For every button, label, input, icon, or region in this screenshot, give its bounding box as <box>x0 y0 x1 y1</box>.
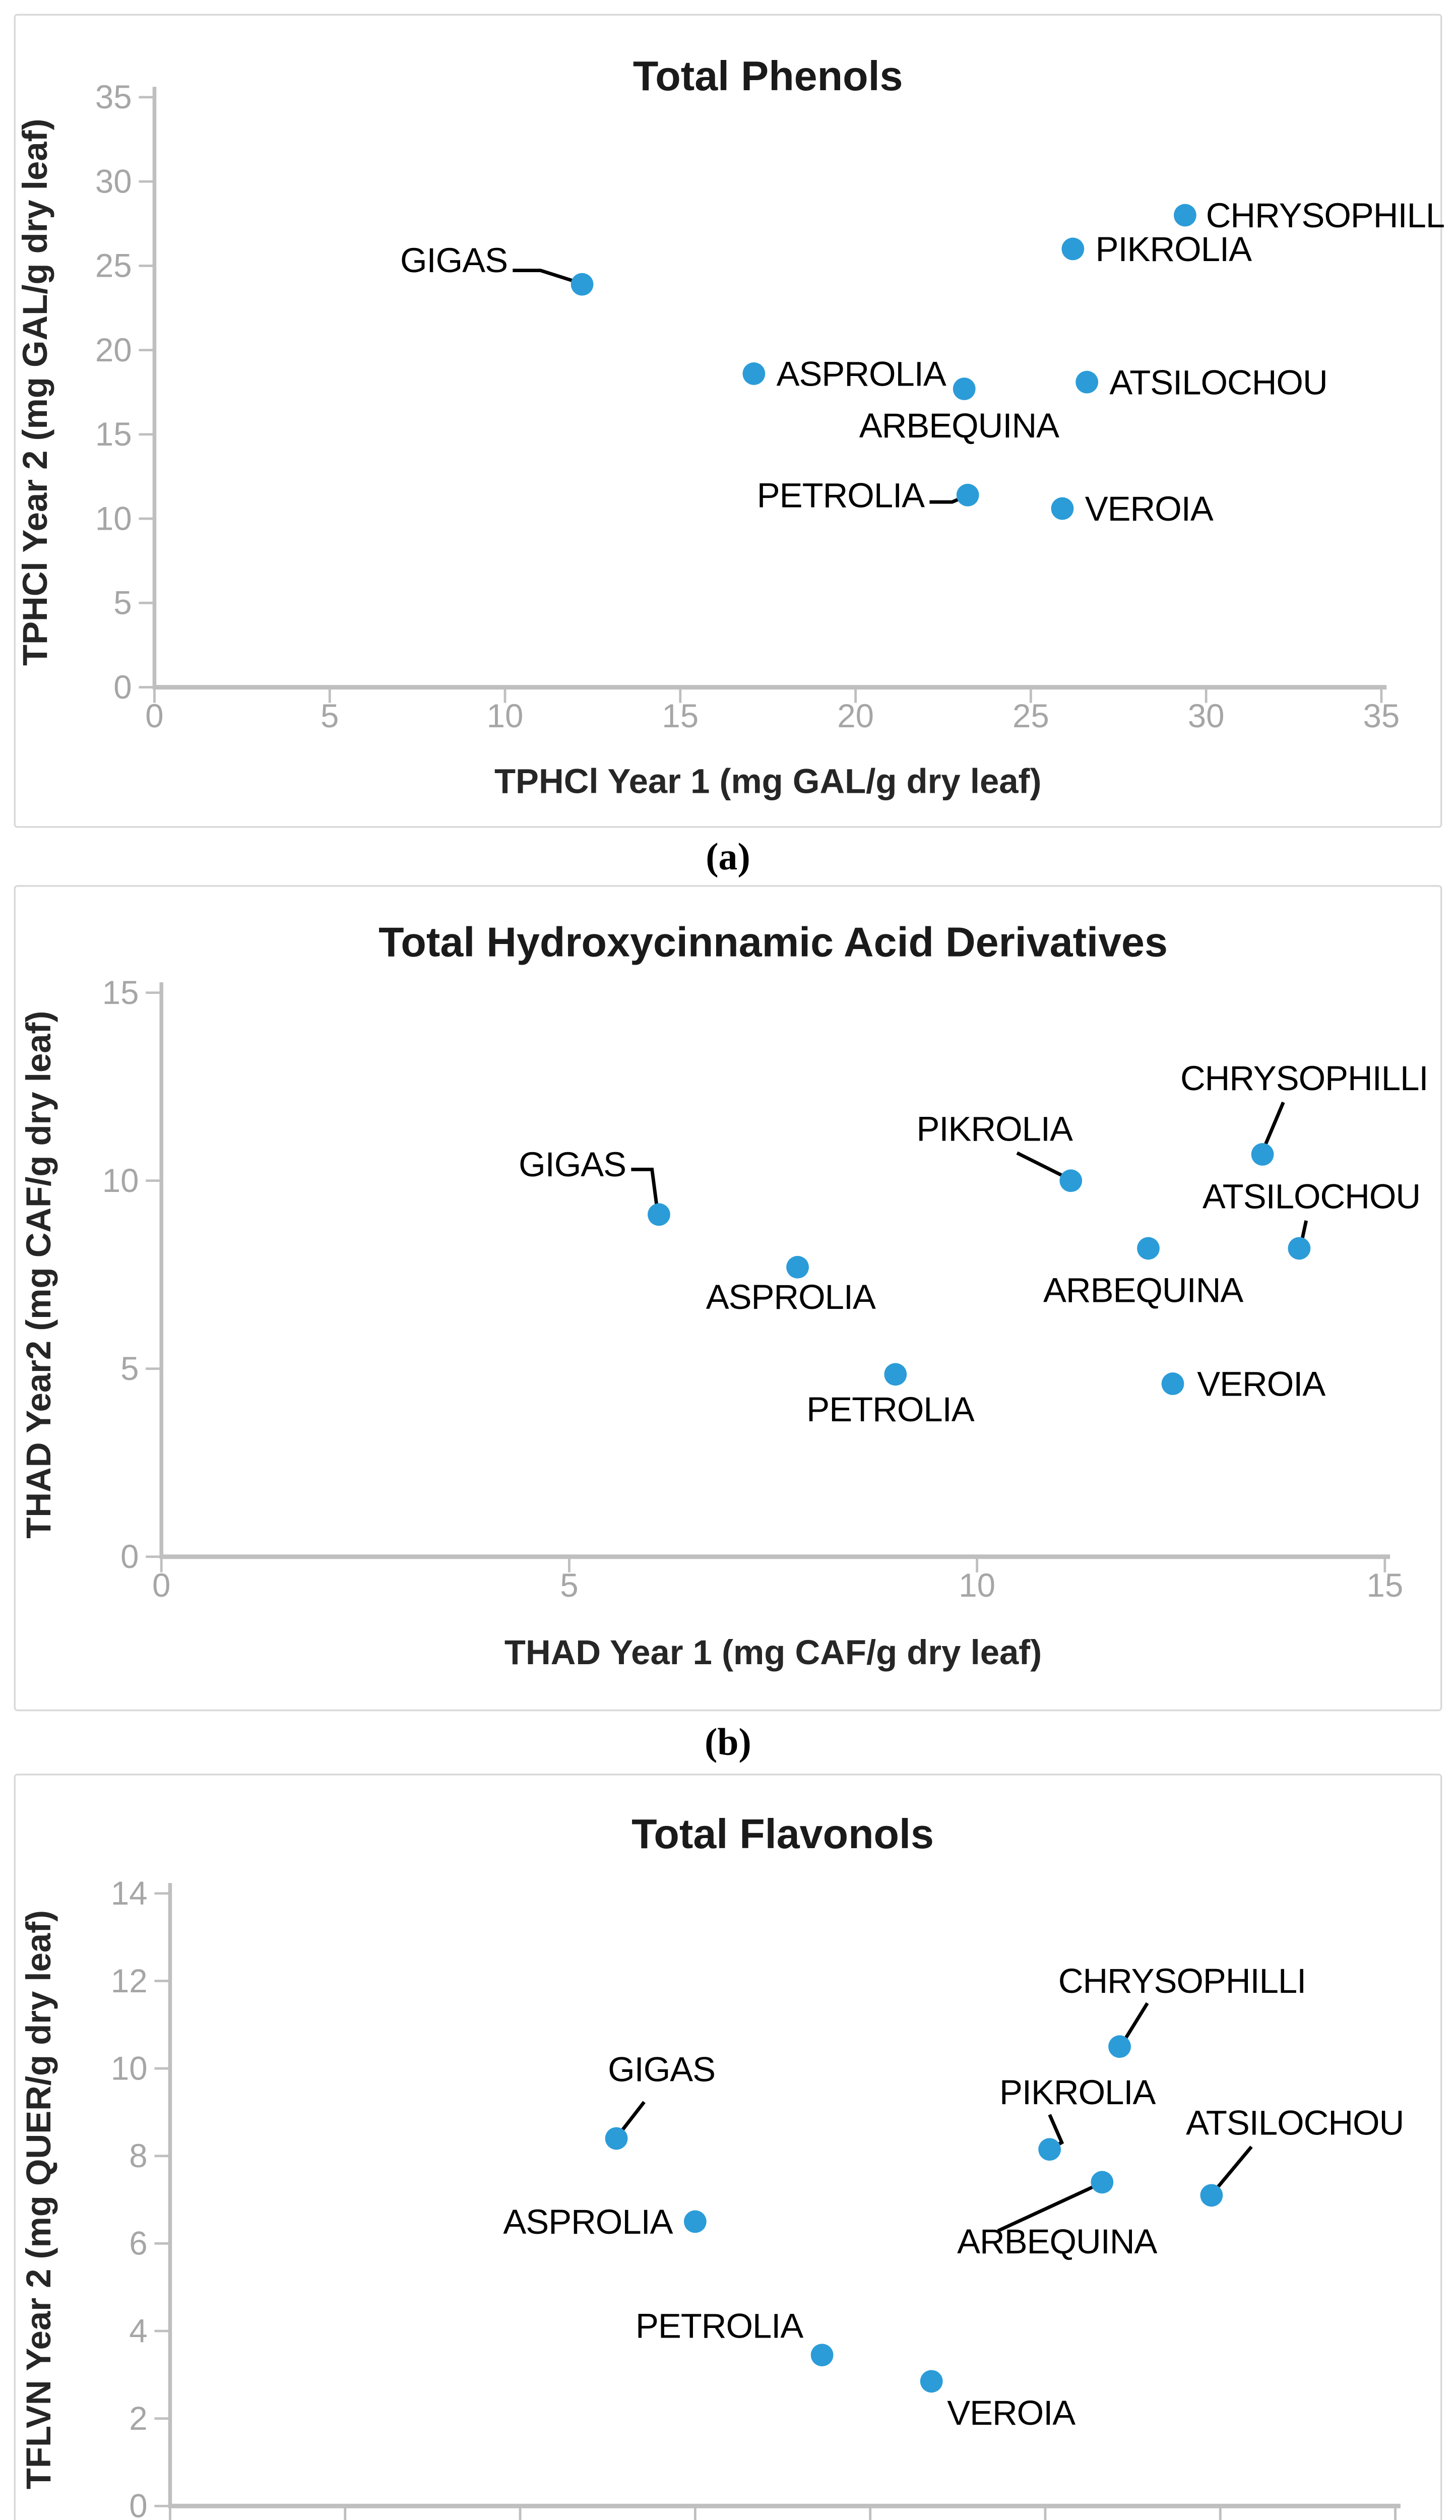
y-tick-label: 10 <box>111 2050 148 2087</box>
point-label-petrolia: PETROLIA <box>636 2306 803 2345</box>
point-label-arbequina: ARBEQUINA <box>957 2222 1157 2261</box>
y-tick-label: 0 <box>120 1538 139 1575</box>
chart-title: Total Flavonols <box>631 1810 934 1857</box>
y-tick-label: 5 <box>113 585 132 621</box>
point-label-asprolia: ASPROLIA <box>777 355 946 394</box>
y-tick-label: 15 <box>95 416 132 453</box>
point-label-veroia: VEROIA <box>1085 489 1214 528</box>
x-tick-label: 15 <box>662 698 699 734</box>
point-label-arbequina: ARBEQUINA <box>1043 1271 1243 1310</box>
y-tick-label: 12 <box>111 1963 148 1999</box>
x-tick-label: 10 <box>959 1567 995 1604</box>
y-tick-label: 20 <box>95 332 132 368</box>
point-label-petrolia: PETROLIA <box>757 476 925 515</box>
panel-total-hydroxycinnamic: Total Hydroxycinnamic Acid Derivatives 0 5… <box>14 885 1442 1712</box>
x-tick-label: 25 <box>1012 698 1049 734</box>
y-tick-label: 10 <box>102 1162 139 1199</box>
data-point-atsilochou <box>1075 370 1099 394</box>
point-label-petrolia: PETROLIA <box>806 1390 974 1429</box>
x-axis-title: TPHCl Year 1 (mg GAL/g dry leaf) <box>494 762 1041 801</box>
data-point-pikrolia <box>1038 2138 1061 2161</box>
data-point-asprolia <box>742 362 766 385</box>
x-tick-label: 35 <box>1363 698 1400 734</box>
panel-total-phenols: Total Phenols 0 5 10 15 20 25 30 35 0 5 10 15 20 25 30 3… <box>14 14 1444 828</box>
x-axis-title: THAD Year 1 (mg CAF/g dry leaf) <box>504 1633 1042 1672</box>
point-label-gigas: GIGAS <box>400 241 508 280</box>
point-label-atsilochou: ATSILOCHOU <box>1186 2103 1404 2142</box>
caption-a: (a) <box>706 835 750 878</box>
y-axis-title: THAD Year2 (mg CAF/g dry leaf) <box>19 1011 58 1539</box>
x-tick-label: 15 <box>1366 1567 1403 1604</box>
caption-b: (b) <box>705 1720 751 1763</box>
y-tick-label: 0 <box>113 669 132 706</box>
chart-a: Total Phenols 0 5 10 15 20 25 30 35 0 5 10 15 20 25 30 3… <box>16 52 1444 801</box>
data-point-pikrolia <box>1059 1169 1083 1192</box>
data-point-chrysophilli <box>1174 204 1196 227</box>
point-label-chrysophilli: CHRYSOPHILLI <box>1180 1059 1428 1098</box>
point-label-chrysophilli: CHRYSOPHILLI <box>1206 196 1444 235</box>
data-point-veroia <box>1161 1372 1184 1395</box>
x-tick-label: 0 <box>152 1567 170 1604</box>
point-label-gigas: GIGAS <box>519 1145 626 1184</box>
data-point-gigas <box>648 1203 670 1226</box>
data-point-veroia <box>920 2370 943 2393</box>
data-point-atsilochou <box>1200 2184 1223 2207</box>
data-point-veroia <box>1051 497 1074 520</box>
y-tick-label: 35 <box>95 79 132 115</box>
chart-title: Total Hydroxycinnamic Acid Derivatives <box>378 918 1168 965</box>
chart-title: Total Phenols <box>633 52 903 99</box>
point-label-atsilochou: ATSILOCHOU <box>1202 1177 1420 1216</box>
point-label-veroia: VEROIA <box>947 2393 1075 2432</box>
y-tick-label: 10 <box>95 500 132 537</box>
data-point-petrolia <box>956 483 979 507</box>
y-axis-title: TPHCl Year 2 (mg GAL/g dry leaf) <box>16 118 54 665</box>
y-tick-label: 5 <box>120 1350 139 1387</box>
data-point-petrolia <box>884 1363 907 1386</box>
x-tick-label: 30 <box>1188 698 1225 734</box>
data-point-arbequina <box>1091 2171 1114 2194</box>
y-tick-label: 25 <box>95 247 132 284</box>
x-tick-label: 20 <box>837 698 874 734</box>
y-tick-label: 8 <box>129 2137 147 2174</box>
data-point-gigas <box>605 2127 628 2150</box>
chart-b: Total Hydroxycinnamic Acid Derivatives 0 5… <box>19 918 1429 1672</box>
point-label-asprolia: ASPROLIA <box>706 1278 876 1316</box>
point-label-atsilochou: ATSILOCHOU <box>1109 363 1327 402</box>
point-label-pikrolia: PIKROLIA <box>1096 230 1252 269</box>
x-tick-label: 0 <box>145 698 163 734</box>
data-point-pikrolia <box>1061 237 1085 261</box>
data-point-asprolia <box>786 1255 809 1279</box>
data-point-arbequina <box>953 377 976 400</box>
y-tick-label: 6 <box>129 2225 147 2262</box>
chart-c: Total Flavonols0246810121402468101214TFL… <box>19 1810 1404 2520</box>
point-label-asprolia: ASPROLIA <box>503 2202 673 2241</box>
point-label-chrysophilli: CHRYSOPHILLI <box>1058 1962 1306 2000</box>
x-tick-label: 5 <box>321 698 339 734</box>
data-point-chrysophilli <box>1108 2035 1131 2058</box>
point-label-arbequina: ARBEQUINA <box>859 406 1059 445</box>
x-tick-label: 10 <box>487 698 524 734</box>
y-tick-label: 14 <box>111 1875 148 1912</box>
point-label-pikrolia: PIKROLIA <box>917 1109 1073 1148</box>
point-label-gigas: GIGAS <box>608 2050 715 2089</box>
y-tick-label: 30 <box>95 163 132 200</box>
data-point-chrysophilli <box>1251 1143 1274 1166</box>
data-point-arbequina <box>1137 1237 1160 1260</box>
point-label-pikrolia: PIKROLIA <box>999 2073 1156 2112</box>
data-point-asprolia <box>683 2210 707 2233</box>
panel-total-flavonols: Total Flavonols0246810121402468101214TFL… <box>14 1774 1442 2520</box>
y-tick-label: 15 <box>102 974 139 1011</box>
y-tick-label: 2 <box>129 2400 147 2437</box>
data-point-atsilochou <box>1288 1237 1311 1260</box>
y-tick-label: 0 <box>129 2488 147 2520</box>
point-label-veroia: VEROIA <box>1197 1365 1325 1404</box>
y-tick-label: 4 <box>129 2312 147 2349</box>
data-point-gigas <box>571 273 594 296</box>
data-point-petrolia <box>810 2344 834 2367</box>
x-tick-label: 5 <box>560 1567 578 1604</box>
y-axis-title: TFLVN Year 2 (mg QUER/g dry leaf) <box>19 1910 58 2489</box>
